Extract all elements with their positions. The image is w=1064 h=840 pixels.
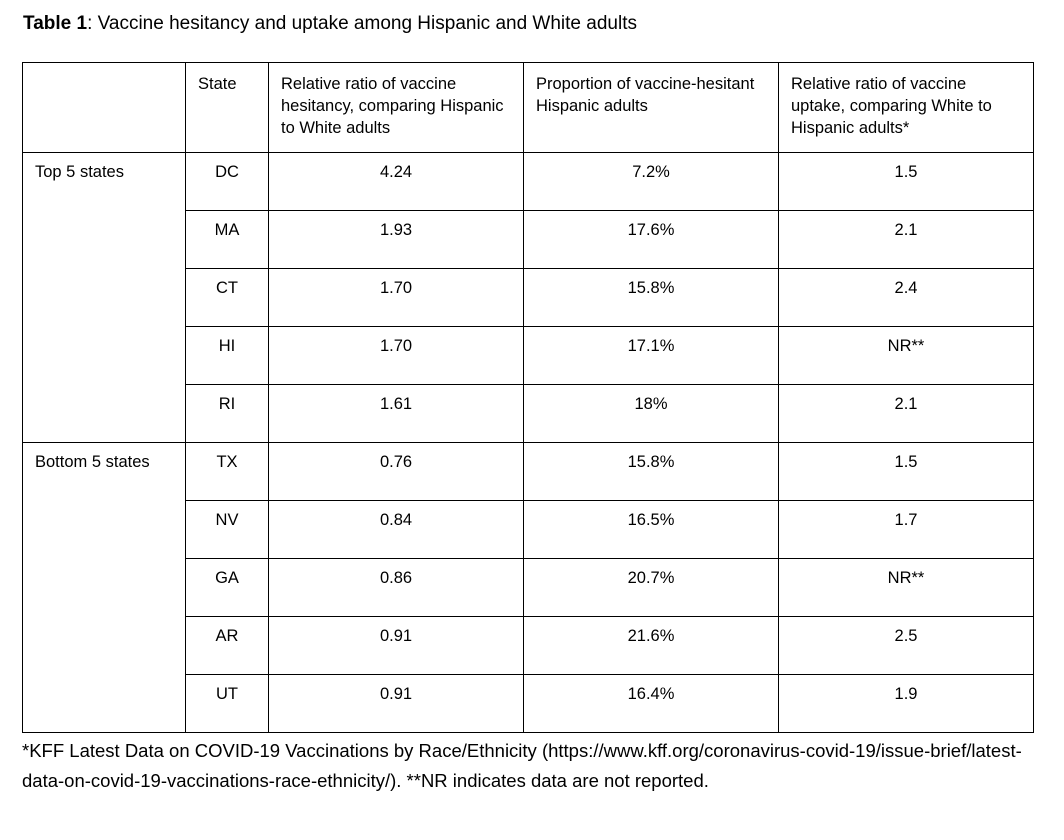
vaccine-hesitancy-table: State Relative ratio of vaccine hesitanc… xyxy=(22,62,1034,733)
hesitancy-ratio-cell: 1.61 xyxy=(268,384,524,443)
proportion-cell: 16.4% xyxy=(523,674,779,733)
state-cell: DC xyxy=(185,152,269,211)
header-hesitancy-ratio: Relative ratio of vaccine hesitancy, com… xyxy=(268,62,524,153)
header-uptake-ratio: Relative ratio of vaccine uptake, compar… xyxy=(778,62,1034,153)
hesitancy-ratio-cell: 1.93 xyxy=(268,210,524,269)
table-row: MA 1.93 17.6% 2.1 xyxy=(23,210,1034,269)
proportion-cell: 17.1% xyxy=(523,326,779,385)
proportion-cell: 17.6% xyxy=(523,210,779,269)
uptake-ratio-cell: NR** xyxy=(778,326,1034,385)
state-cell: TX xyxy=(185,442,269,501)
table-row: NV 0.84 16.5% 1.7 xyxy=(23,500,1034,559)
state-cell: AR xyxy=(185,616,269,675)
proportion-cell: 21.6% xyxy=(523,616,779,675)
proportion-cell: 18% xyxy=(523,384,779,443)
header-state: State xyxy=(185,62,269,153)
uptake-ratio-cell: 1.5 xyxy=(778,152,1034,211)
state-cell: UT xyxy=(185,674,269,733)
table-row: CT 1.70 15.8% 2.4 xyxy=(23,268,1034,327)
table-row: Bottom 5 states TX 0.76 15.8% 1.5 xyxy=(22,442,1034,733)
uptake-ratio-cell: 2.1 xyxy=(778,384,1034,443)
hesitancy-ratio-cell: 4.24 xyxy=(268,152,524,211)
proportion-cell: 16.5% xyxy=(523,500,779,559)
proportion-cell: 20.7% xyxy=(523,558,779,617)
table-row: UT 0.91 16.4% 1.9 xyxy=(23,674,1034,733)
header-group-blank xyxy=(22,62,186,153)
uptake-ratio-cell: 1.7 xyxy=(778,500,1034,559)
uptake-ratio-cell: 2.5 xyxy=(778,616,1034,675)
table-footnote: *KFF Latest Data on COVID-19 Vaccination… xyxy=(22,740,1022,791)
proportion-cell: 15.8% xyxy=(523,268,779,327)
group-label-top-5-states: Top 5 states xyxy=(22,152,186,443)
state-cell: GA xyxy=(185,558,269,617)
header-proportion-hesitant: Proportion of vaccine-hesitant Hispanic … xyxy=(523,62,779,153)
table-row: RI 1.61 18% 2.1 xyxy=(23,384,1034,443)
state-cell: CT xyxy=(185,268,269,327)
state-cell: RI xyxy=(185,384,269,443)
state-cell: HI xyxy=(185,326,269,385)
uptake-ratio-cell: 1.9 xyxy=(778,674,1034,733)
uptake-ratio-cell: 2.1 xyxy=(778,210,1034,269)
hesitancy-ratio-cell: 0.84 xyxy=(268,500,524,559)
state-cell: MA xyxy=(185,210,269,269)
table-row: GA 0.86 20.7% NR** xyxy=(23,558,1034,617)
hesitancy-ratio-cell: 0.91 xyxy=(268,674,524,733)
hesitancy-ratio-cell: 0.86 xyxy=(268,558,524,617)
table-row: AR 0.91 21.6% 2.5 xyxy=(23,616,1034,675)
hesitancy-ratio-cell: 1.70 xyxy=(268,268,524,327)
hesitancy-ratio-cell: 1.70 xyxy=(268,326,524,385)
table-title: Table 1: Vaccine hesitancy and uptake am… xyxy=(23,12,1042,35)
header-row: State Relative ratio of vaccine hesitanc… xyxy=(22,62,1034,153)
uptake-ratio-cell: NR** xyxy=(778,558,1034,617)
hesitancy-ratio-cell: 0.76 xyxy=(268,442,524,501)
table-title-number: Table 1 xyxy=(23,13,88,34)
table-row: Top 5 states DC 4.24 7.2% 1.5 xyxy=(22,152,1034,443)
table-row: HI 1.70 17.1% NR** xyxy=(23,326,1034,385)
proportion-cell: 7.2% xyxy=(523,152,779,211)
table-title-text: : Vaccine hesitancy and uptake among His… xyxy=(87,13,637,34)
uptake-ratio-cell: 1.5 xyxy=(778,442,1034,501)
proportion-cell: 15.8% xyxy=(523,442,779,501)
group-label-bottom-5-states: Bottom 5 states xyxy=(22,442,186,733)
uptake-ratio-cell: 2.4 xyxy=(778,268,1034,327)
state-cell: NV xyxy=(185,500,269,559)
hesitancy-ratio-cell: 0.91 xyxy=(268,616,524,675)
